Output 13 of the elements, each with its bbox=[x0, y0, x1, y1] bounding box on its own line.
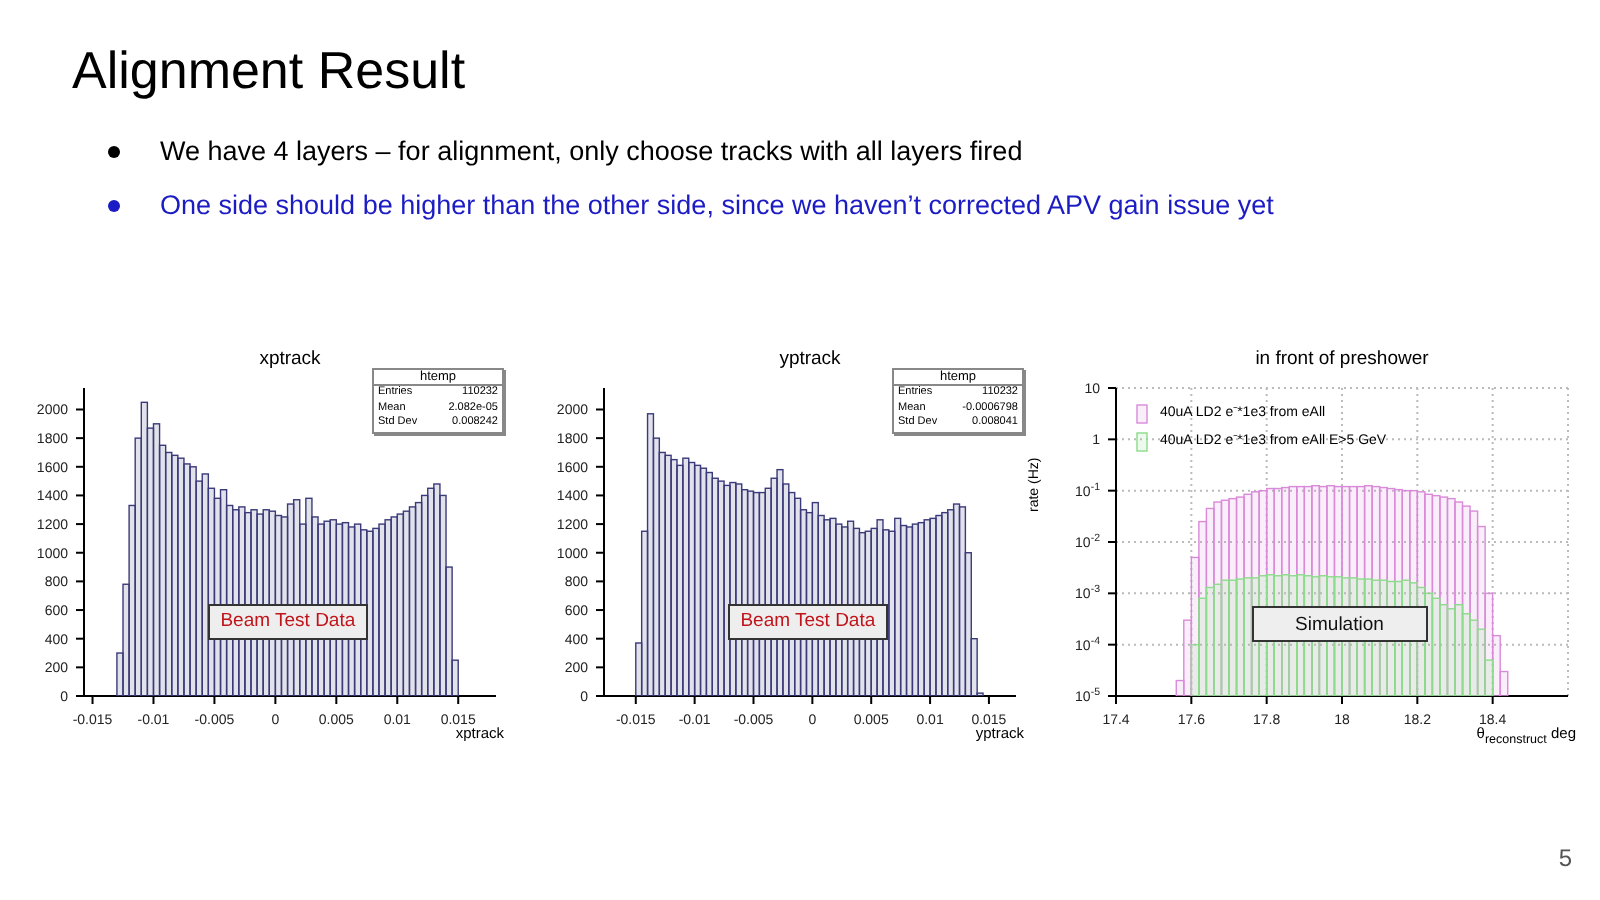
text: 5 bbox=[1558, 844, 1572, 872]
text-box: Simulation bbox=[1251, 606, 1428, 643]
text: Alignment Result bbox=[72, 40, 466, 100]
chart-title: xptrack bbox=[259, 348, 321, 370]
annotation: Simulation bbox=[1295, 613, 1384, 636]
text-box: Beam Test Data bbox=[727, 603, 889, 640]
chart-title: in front of preshower bbox=[1255, 348, 1429, 370]
text: One side should be higher than the other side, since we haven’t corrected APV gain issue yet bbox=[160, 190, 1274, 220]
annotation: Beam Test Data bbox=[740, 610, 876, 633]
chart-title: yptrack bbox=[779, 348, 841, 370]
annotation: Beam Test Data bbox=[220, 610, 356, 633]
text: We have 4 layers – for alignment, only choose tracks with all layers fired bbox=[160, 136, 1023, 166]
text-box: Beam Test Data bbox=[207, 603, 369, 640]
